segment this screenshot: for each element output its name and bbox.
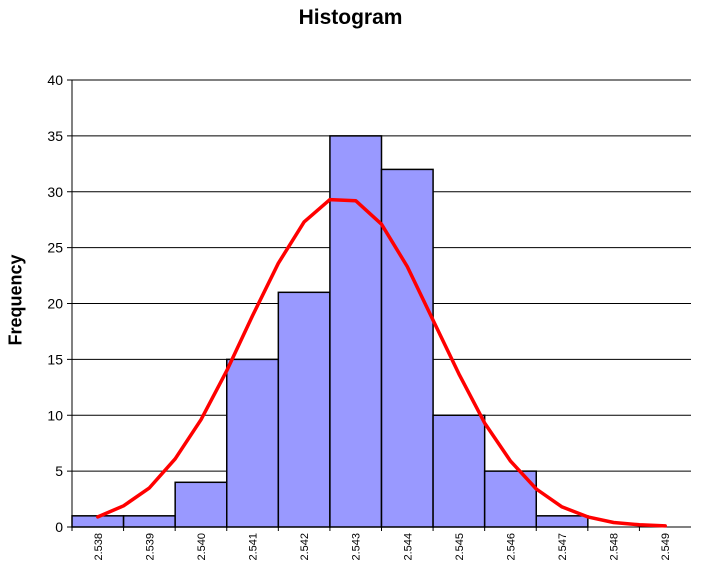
x-tick-label: 2.545 (454, 533, 466, 561)
x-tick-label: 2.540 (196, 533, 208, 561)
y-tick-label: 40 (47, 72, 63, 88)
x-tick-label: 2.539 (144, 533, 156, 561)
x-tick-label: 2.538 (93, 533, 105, 561)
y-tick-label: 20 (47, 296, 63, 312)
histogram-bar (380, 168, 434, 528)
y-tick-label: 25 (47, 240, 63, 256)
x-tick-label: 2.542 (299, 533, 311, 561)
histogram-bar (226, 358, 280, 528)
histogram-bar (329, 135, 383, 528)
histogram-bar (174, 481, 228, 528)
chart-title: Histogram (298, 6, 403, 29)
y-tick-label: 15 (47, 351, 63, 367)
y-tick-label: 35 (47, 128, 63, 144)
x-tick-label: 2.543 (351, 533, 363, 561)
histogram-bar (535, 515, 589, 528)
histogram-bar (277, 291, 331, 528)
y-tick-label: 0 (55, 519, 63, 535)
y-tick-label: 5 (55, 463, 63, 479)
normal-curve-line (96, 197, 667, 528)
x-tick-label: 2.548 (609, 533, 621, 561)
histogram-bar (122, 515, 176, 528)
y-tick-label: 30 (47, 184, 63, 200)
x-tick-label: 2.544 (402, 533, 414, 561)
y-tick-label: 10 (47, 407, 63, 423)
histogram-bar (432, 414, 486, 528)
x-tick-label: 2.549 (660, 533, 672, 561)
x-tick-label: 2.547 (557, 533, 569, 561)
x-tick-label: 2.546 (505, 533, 517, 561)
x-tick-label: 2.541 (248, 533, 260, 561)
